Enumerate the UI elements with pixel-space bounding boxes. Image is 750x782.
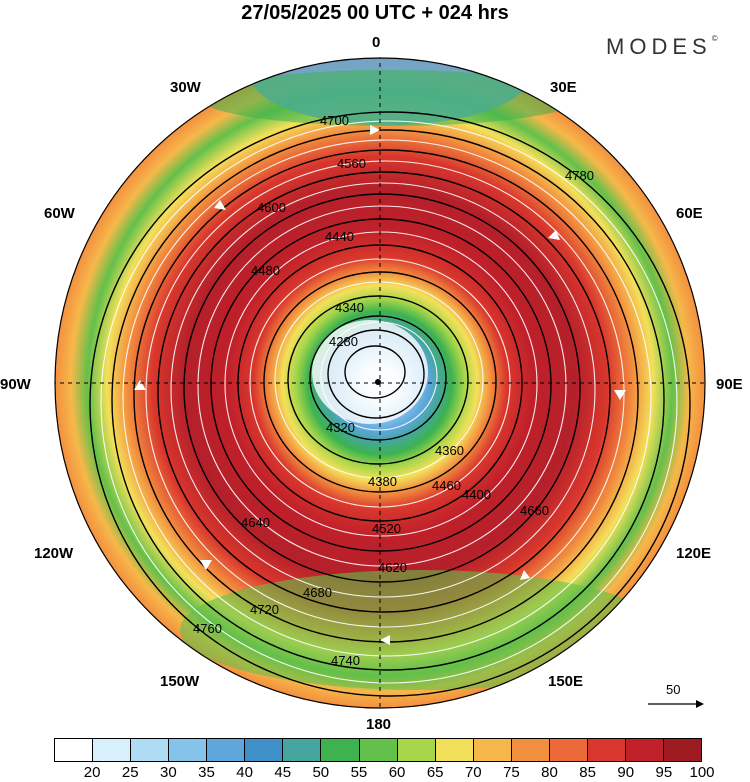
contour-label: 4640 (241, 515, 270, 530)
lon-label-120w: 120W (34, 545, 74, 562)
moderate-wind-sector-south (180, 570, 660, 690)
colorbar-tick-label: 95 (655, 764, 673, 781)
streamline-arrowheads (134, 125, 626, 645)
colorbar-tick-label: 45 (274, 764, 292, 781)
colorbar-tick-label: 30 (160, 764, 177, 781)
colorbar-cell (587, 739, 626, 761)
lon-label-60e: 60E (676, 205, 703, 222)
colorbar-cell (549, 739, 588, 761)
colorbar-cell (664, 739, 702, 761)
lon-label-150w: 150W (160, 673, 200, 690)
colorbar-tick-label: 80 (541, 764, 558, 781)
lon-label-150e: 150E (548, 673, 584, 690)
brand-logo: MODES© (606, 34, 718, 60)
colorbar-tick-label: 85 (579, 764, 596, 781)
map-disc-outline (54, 57, 706, 709)
lon-label-30e: 30E (550, 79, 577, 96)
colorbar-tick-label: 20 (83, 764, 101, 781)
colorbar-cell (359, 739, 398, 761)
colorbar-tick-label: 65 (426, 764, 444, 781)
contour-label: 4460 (432, 478, 461, 493)
north-pole-marker (375, 379, 381, 385)
colorbar-cell (55, 739, 94, 761)
contour-label: 4700 (320, 113, 349, 128)
colorbar-cell (321, 739, 360, 761)
contour-labels: 4280 4320 4340 4360 4380 4400 4440 4460 … (193, 113, 594, 668)
lon-label-120e: 120E (676, 545, 712, 562)
colorbar-tick-label: 55 (350, 764, 368, 781)
moderate-wind-sector-north (200, 70, 580, 126)
colorbar (54, 738, 702, 762)
brand-copyright-mark: © (711, 34, 718, 43)
lon-label-90w: 90W (0, 376, 31, 393)
colorbar-cell (283, 739, 322, 761)
map-title: 27/05/2025 00 UTC + 024 hrs (241, 2, 509, 24)
contour-label: 4760 (193, 621, 222, 636)
colorbar-cell (435, 739, 474, 761)
contour-label: 4520 (372, 521, 401, 536)
height-contours (89, 111, 691, 697)
contour-label: 4780 (565, 168, 594, 183)
contour-label: 4360 (435, 443, 464, 458)
lon-label-90e: 90E (716, 376, 743, 393)
colorbar-tick-label: 90 (617, 764, 635, 781)
lon-label-180: 180 (366, 716, 392, 733)
contour-label: 4620 (378, 560, 407, 575)
wind-reference-label: 50 (666, 682, 681, 697)
colorbar-cell (131, 739, 170, 761)
colorbar-labels: 20 25 30 35 40 45 50 55 60 65 70 75 80 85 90 95 100 (0, 764, 750, 782)
contour-label: 4740 (331, 653, 360, 668)
polar-vortex-core (312, 320, 428, 424)
colorbar-tick-label: 60 (388, 764, 406, 781)
colorbar-tick-label: 100 (689, 764, 715, 781)
colorbar-tick-label: 50 (312, 764, 330, 781)
colorbar-tick-label: 75 (503, 764, 520, 781)
contour-label: 4600 (257, 200, 286, 215)
colorbar-cell (245, 739, 284, 761)
lon-label-60w: 60W (44, 205, 75, 222)
contour-label: 4320 (326, 420, 355, 435)
colorbar-tick-label: 25 (121, 764, 139, 781)
contour-label: 4660 (520, 503, 549, 518)
colorbar-tick-label: 70 (464, 764, 482, 781)
colorbar-cell (511, 739, 550, 761)
wind-reference-arrow (648, 700, 704, 708)
colorbar-cell (93, 739, 132, 761)
contour-label: 4280 (329, 334, 358, 349)
contour-label: 4340 (335, 300, 364, 315)
contour-label: 4480 (251, 263, 280, 278)
contour-label: 4440 (325, 229, 354, 244)
contour-label: 4380 (368, 474, 397, 489)
lon-label-0: 0 (372, 34, 381, 51)
colorbar-cell (207, 739, 246, 761)
colorbar-tick-label: 40 (236, 764, 253, 781)
colorbar-cell (473, 739, 512, 761)
brand-name: MODES (606, 34, 712, 59)
contour-label: 4560 (337, 156, 366, 171)
lon-label-30w: 30W (170, 79, 201, 96)
colorbar-tick-label: 35 (198, 764, 215, 781)
colorbar-cell (625, 739, 664, 761)
contour-label: 4720 (250, 602, 279, 617)
colorbar-cell (169, 739, 208, 761)
contour-label: 4400 (462, 487, 491, 502)
contour-label: 4680 (303, 585, 332, 600)
colorbar-cell (397, 739, 436, 761)
